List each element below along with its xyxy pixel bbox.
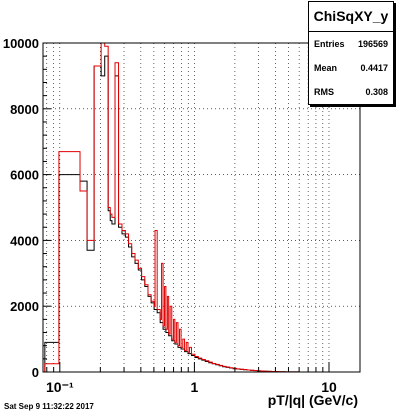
y-tick-label: 0: [32, 365, 39, 380]
stats-row-entries: Entries 196569: [309, 32, 393, 56]
stats-value-entries: 196569: [357, 39, 388, 49]
stats-title: ChiSqXY_y: [309, 2, 393, 32]
stats-label-rms: RMS: [314, 87, 334, 97]
histogram-series-1: [44, 42, 313, 373]
plot-frame: [42, 42, 361, 373]
y-tick-label: 10000: [3, 36, 39, 51]
x-tick-label: 10⁻¹: [46, 379, 74, 395]
x-tick-label: 1: [191, 379, 199, 395]
stats-row-mean: Mean 0.4417: [309, 56, 393, 80]
plot-area: [43, 43, 360, 372]
timestamp-footer: Sat Sep 9 11:32:22 2017: [4, 402, 94, 411]
x-tick-label: 10: [321, 379, 337, 395]
x-axis-label: pT/|q| (GeV/c): [268, 392, 358, 408]
stats-value-rms: 0.308: [365, 87, 388, 97]
y-tick-label: 6000: [10, 168, 39, 183]
stats-box: ChiSqXY_y Entries 196569 Mean 0.4417 RMS…: [308, 1, 394, 105]
stats-row-rms: RMS 0.308: [309, 80, 393, 104]
y-tick-label: 4000: [10, 233, 39, 248]
y-tick-label: 2000: [10, 299, 39, 314]
stats-label-entries: Entries: [314, 39, 345, 49]
stats-label-mean: Mean: [314, 63, 338, 73]
stats-value-mean: 0.4417: [360, 63, 388, 73]
y-tick-label: 8000: [10, 102, 39, 117]
